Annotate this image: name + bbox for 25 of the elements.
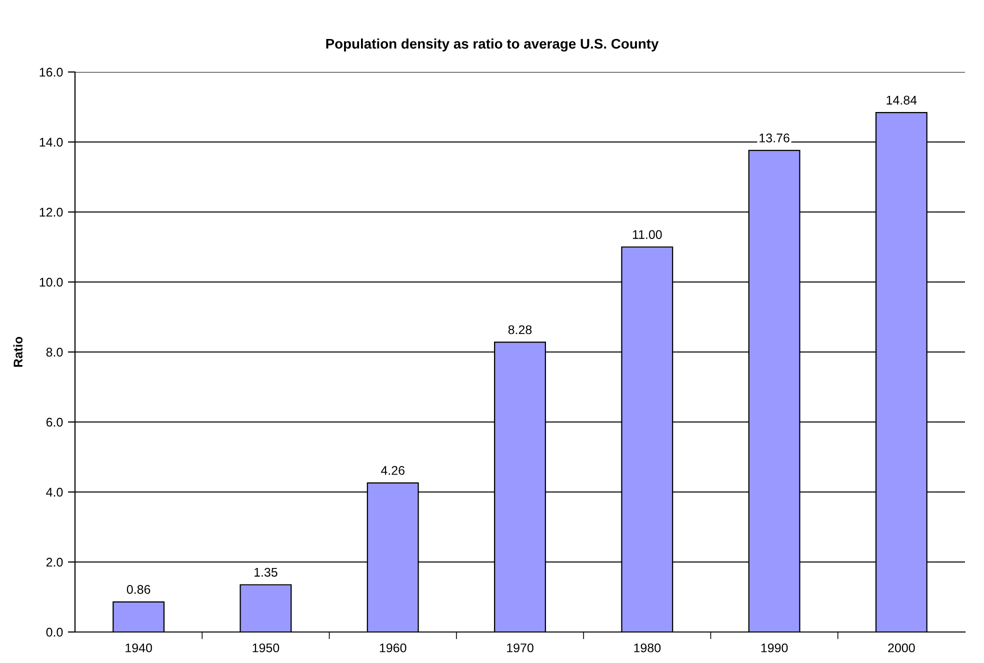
data-label: 1.35 [254,568,278,577]
data-label: 4.26 [380,466,404,475]
data-label: 0.86 [126,585,150,594]
x-tick-label: 1980 [634,643,661,652]
data-label: 14.84 [886,96,917,105]
y-tick-label: 4.0 [46,488,63,497]
data-label: 13.76 [760,134,790,142]
y-tick-label: 16.0 [40,68,63,77]
y-tick-label: 12.0 [40,208,63,217]
y-tick-label: 2.0 [46,558,63,567]
x-tick-label: 1990 [761,643,788,652]
y-tick-label: 8.0 [46,348,63,357]
x-tick-label: 1960 [380,643,406,652]
y-tick-label: 6.0 [46,418,63,427]
data-label: 8.28 [508,325,532,334]
y-tick-label: 0.0 [46,628,63,637]
x-tick-label: 1940 [126,643,152,652]
x-tick-label: 1970 [507,643,534,652]
x-tick-label: 2000 [888,643,915,652]
y-tick-label: 10.0 [40,278,63,287]
chart-title: Population density as ratio to average U.S. County [326,38,659,52]
data-label: 11.00 [632,230,662,239]
x-tick-label: 1950 [252,643,280,652]
y-tick-label: 14.0 [40,138,63,147]
y-axis-title: Ratio [13,336,23,367]
